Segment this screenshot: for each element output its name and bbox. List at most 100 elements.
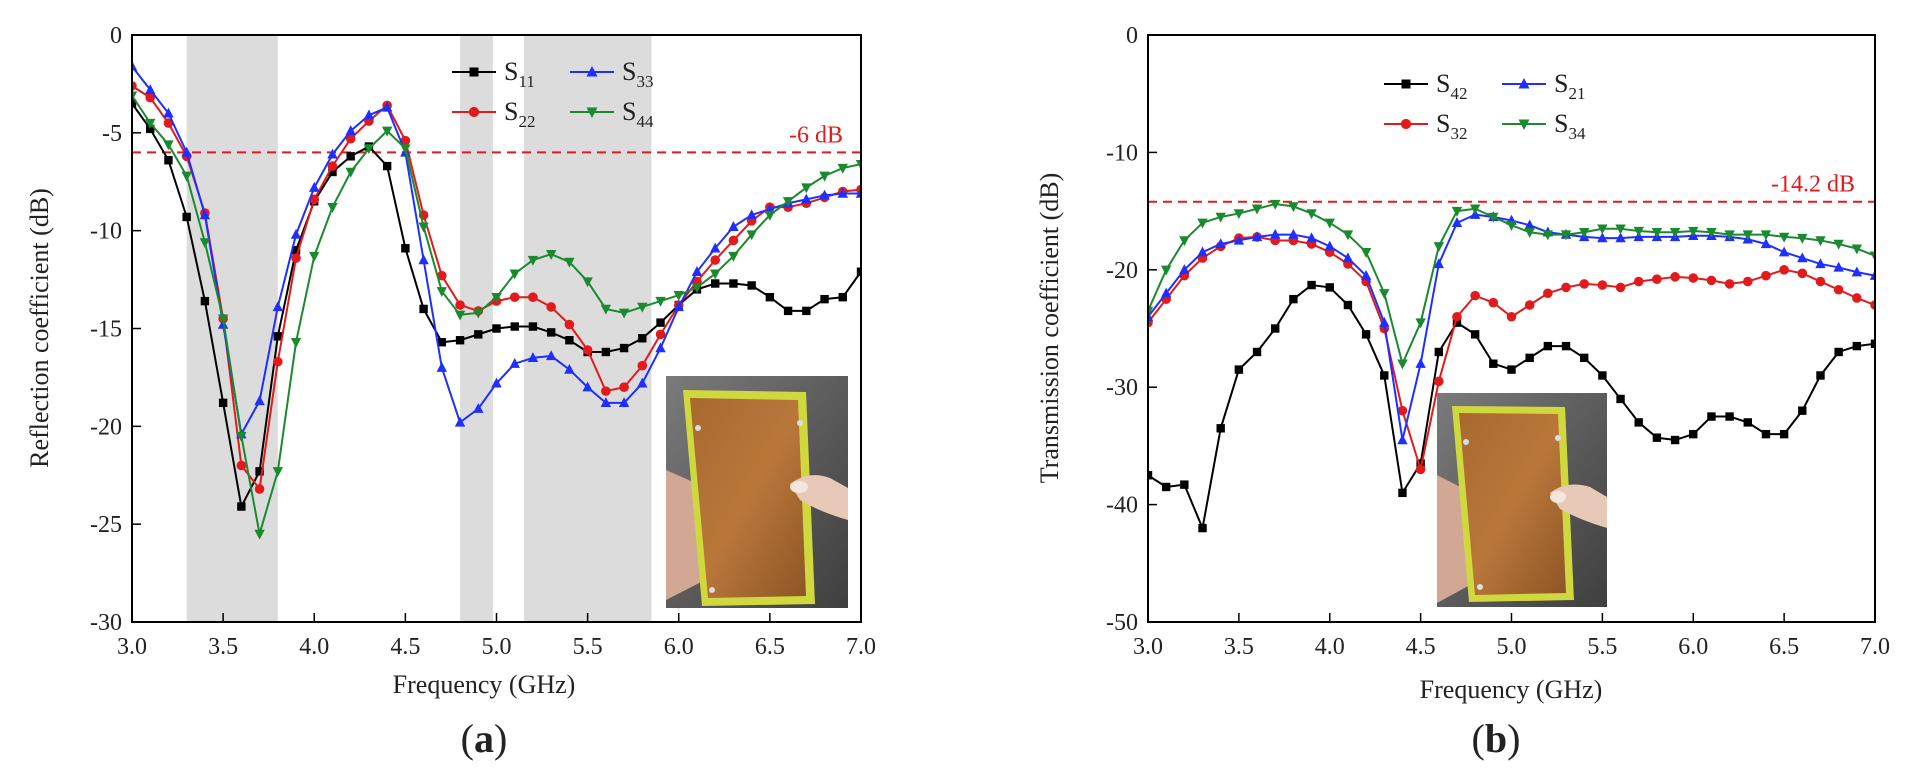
legend-marker: [586, 107, 598, 118]
x-tick-label: 4.5: [390, 634, 420, 660]
data-point: [1198, 523, 1207, 533]
data-point: [546, 328, 556, 337]
data-point: [1489, 359, 1498, 368]
data-point: [1148, 471, 1153, 480]
data-point: [327, 161, 338, 171]
data-point: [1815, 236, 1826, 247]
data-point: [619, 343, 629, 353]
data-point: [217, 314, 229, 325]
data-point: [1180, 480, 1189, 489]
x-tick-label: 7.0: [1860, 634, 1890, 660]
series-group: [1148, 199, 1875, 533]
data-point: [618, 308, 630, 319]
data-point: [345, 167, 356, 178]
y-tick-label: 0: [1126, 23, 1138, 49]
data-point: [1543, 288, 1553, 299]
legend-label: S44: [622, 97, 654, 131]
y-axis-label: Reflection coefficient (dB): [25, 188, 54, 468]
data-point: [819, 171, 830, 182]
x-tick-label: 5.0: [482, 634, 512, 660]
data-point: [710, 269, 721, 280]
data-point: [655, 296, 666, 307]
data-point: [746, 209, 757, 220]
data-point: [527, 352, 539, 363]
data-point: [527, 255, 539, 266]
data-point: [1670, 435, 1680, 445]
data-point: [309, 181, 320, 192]
data-point: [1324, 218, 1335, 229]
data-point: [437, 270, 447, 281]
legend-label: S11: [504, 57, 535, 91]
data-point: [1597, 280, 1608, 290]
data-point: [1816, 371, 1825, 380]
legend-label-sub: 22: [518, 112, 535, 131]
series-group: [132, 60, 861, 540]
data-point: [1360, 247, 1372, 258]
data-point: [673, 301, 684, 312]
data-point: [1669, 228, 1681, 238]
data-point: [382, 161, 392, 171]
data-point: [455, 300, 465, 310]
data-point: [728, 235, 739, 246]
data-point: [729, 279, 738, 288]
data-point: [199, 238, 211, 249]
data-point: [473, 403, 484, 413]
data-point: [273, 332, 282, 341]
data-point: [820, 294, 829, 304]
data-point: [601, 386, 611, 396]
data-point: [1416, 459, 1425, 468]
legend-label: S32: [1436, 109, 1467, 143]
data-point: [145, 118, 156, 129]
data-point: [1215, 212, 1226, 223]
legend-label-base: S: [504, 97, 518, 126]
data-point: [728, 251, 739, 262]
data-point: [1797, 252, 1808, 263]
x-tick-label: 3.5: [1224, 634, 1254, 660]
data-point: [1852, 341, 1862, 351]
legend-item-S44: S44: [570, 97, 654, 131]
data-point: [1306, 209, 1317, 220]
x-tick-label: 3.0: [117, 634, 147, 660]
legend-item-S32: S32: [1384, 109, 1467, 143]
data-point: [1797, 233, 1808, 244]
data-point: [454, 416, 466, 427]
data-point: [401, 244, 410, 253]
data-point: [837, 163, 848, 174]
data-point: [855, 159, 861, 170]
data-point: [1525, 353, 1534, 363]
data-point: [801, 193, 812, 204]
legend-label-base: S: [622, 57, 636, 86]
data-point: [1433, 242, 1444, 253]
data-point: [637, 360, 648, 371]
legend-label-sub: 42: [1450, 84, 1467, 103]
data-point: [1743, 418, 1752, 427]
data-point: [510, 322, 519, 331]
data-point: [1507, 365, 1516, 374]
data-point: [1506, 311, 1517, 322]
data-point: [1289, 294, 1298, 304]
data-point: [564, 257, 575, 268]
y-tick-label: -20: [90, 414, 122, 440]
data-point: [145, 84, 156, 94]
data-point: [1451, 217, 1463, 228]
data-point: [673, 291, 684, 301]
data-point: [564, 319, 575, 330]
x-tick-label: 5.5: [1587, 634, 1617, 660]
data-point: [218, 398, 228, 408]
data-point: [1579, 279, 1589, 289]
data-point: [765, 292, 775, 302]
x-tick-label: 3.5: [208, 634, 238, 660]
data-point: [345, 125, 356, 136]
data-point: [290, 337, 302, 348]
data-point: [492, 324, 501, 333]
data-point: [1397, 434, 1408, 445]
data-point: [1852, 293, 1862, 303]
data-point: [181, 171, 192, 182]
data-point: [1452, 318, 1462, 327]
data-point: [1398, 488, 1407, 498]
y-tick-label: -30: [1106, 375, 1138, 401]
data-point: [419, 304, 428, 314]
x-tick-label: 6.0: [1678, 634, 1708, 660]
data-point: [1251, 204, 1263, 215]
